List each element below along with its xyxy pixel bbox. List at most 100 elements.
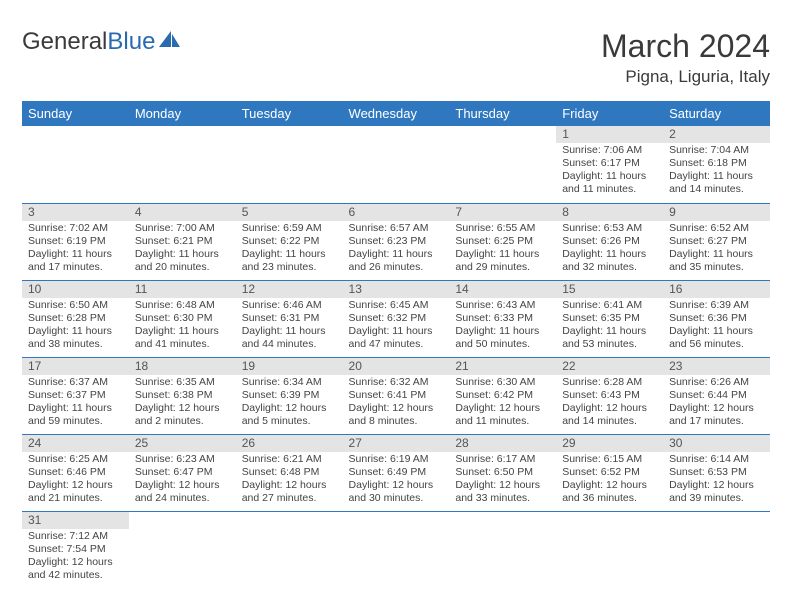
daylight: Daylight: 12 hours and 24 minutes. bbox=[135, 479, 230, 505]
sunrise: Sunrise: 7:06 AM bbox=[562, 144, 657, 157]
sunset: Sunset: 6:39 PM bbox=[242, 389, 337, 402]
day-number: 10 bbox=[22, 281, 129, 298]
weekday-header-row: Sunday Monday Tuesday Wednesday Thursday… bbox=[22, 101, 770, 126]
sunrise: Sunrise: 6:25 AM bbox=[28, 453, 123, 466]
sunset: Sunset: 6:53 PM bbox=[669, 466, 764, 479]
sunrise: Sunrise: 6:48 AM bbox=[135, 299, 230, 312]
sunset: Sunset: 6:43 PM bbox=[562, 389, 657, 402]
day-number: 1 bbox=[556, 126, 663, 143]
daylight: Daylight: 11 hours and 38 minutes. bbox=[28, 325, 123, 351]
sunrise: Sunrise: 6:37 AM bbox=[28, 376, 123, 389]
sunset: Sunset: 6:27 PM bbox=[669, 235, 764, 248]
calendar-day-cell bbox=[129, 511, 236, 588]
daylight: Daylight: 12 hours and 17 minutes. bbox=[669, 402, 764, 428]
day-number: 13 bbox=[343, 281, 450, 298]
calendar-day-cell: 5Sunrise: 6:59 AMSunset: 6:22 PMDaylight… bbox=[236, 203, 343, 280]
calendar-day-cell bbox=[556, 511, 663, 588]
calendar-day-cell: 24Sunrise: 6:25 AMSunset: 6:46 PMDayligh… bbox=[22, 434, 129, 511]
daylight: Daylight: 12 hours and 21 minutes. bbox=[28, 479, 123, 505]
day-details: Sunrise: 6:53 AMSunset: 6:26 PMDaylight:… bbox=[556, 221, 663, 276]
calendar-day-cell: 13Sunrise: 6:45 AMSunset: 6:32 PMDayligh… bbox=[343, 280, 450, 357]
calendar-day-cell bbox=[663, 511, 770, 588]
day-number: 29 bbox=[556, 435, 663, 452]
day-details: Sunrise: 7:02 AMSunset: 6:19 PMDaylight:… bbox=[22, 221, 129, 276]
day-details: Sunrise: 6:26 AMSunset: 6:44 PMDaylight:… bbox=[663, 375, 770, 430]
weekday-header: Tuesday bbox=[236, 101, 343, 126]
day-details: Sunrise: 6:14 AMSunset: 6:53 PMDaylight:… bbox=[663, 452, 770, 507]
calendar-day-cell: 16Sunrise: 6:39 AMSunset: 6:36 PMDayligh… bbox=[663, 280, 770, 357]
sunrise: Sunrise: 6:43 AM bbox=[455, 299, 550, 312]
day-details: Sunrise: 6:21 AMSunset: 6:48 PMDaylight:… bbox=[236, 452, 343, 507]
daylight: Daylight: 11 hours and 17 minutes. bbox=[28, 248, 123, 274]
sunrise: Sunrise: 6:19 AM bbox=[349, 453, 444, 466]
sunset: Sunset: 6:47 PM bbox=[135, 466, 230, 479]
title-block: March 2024 Pigna, Liguria, Italy bbox=[601, 28, 770, 87]
calendar-day-cell: 1Sunrise: 7:06 AMSunset: 6:17 PMDaylight… bbox=[556, 126, 663, 203]
daylight: Daylight: 11 hours and 47 minutes. bbox=[349, 325, 444, 351]
daylight: Daylight: 11 hours and 53 minutes. bbox=[562, 325, 657, 351]
calendar-day-cell bbox=[236, 511, 343, 588]
calendar-day-cell: 29Sunrise: 6:15 AMSunset: 6:52 PMDayligh… bbox=[556, 434, 663, 511]
day-number: 24 bbox=[22, 435, 129, 452]
sunset: Sunset: 6:25 PM bbox=[455, 235, 550, 248]
daylight: Daylight: 12 hours and 42 minutes. bbox=[28, 556, 123, 582]
daylight: Daylight: 11 hours and 56 minutes. bbox=[669, 325, 764, 351]
sunrise: Sunrise: 6:45 AM bbox=[349, 299, 444, 312]
calendar-week-row: 31Sunrise: 7:12 AMSunset: 7:54 PMDayligh… bbox=[22, 511, 770, 588]
calendar-day-cell: 18Sunrise: 6:35 AMSunset: 6:38 PMDayligh… bbox=[129, 357, 236, 434]
day-number: 18 bbox=[129, 358, 236, 375]
calendar-day-cell: 9Sunrise: 6:52 AMSunset: 6:27 PMDaylight… bbox=[663, 203, 770, 280]
daylight: Daylight: 11 hours and 50 minutes. bbox=[455, 325, 550, 351]
calendar-day-cell: 6Sunrise: 6:57 AMSunset: 6:23 PMDaylight… bbox=[343, 203, 450, 280]
sunrise: Sunrise: 6:34 AM bbox=[242, 376, 337, 389]
day-details: Sunrise: 6:37 AMSunset: 6:37 PMDaylight:… bbox=[22, 375, 129, 430]
calendar-day-cell: 30Sunrise: 6:14 AMSunset: 6:53 PMDayligh… bbox=[663, 434, 770, 511]
daylight: Daylight: 12 hours and 8 minutes. bbox=[349, 402, 444, 428]
calendar-day-cell: 2Sunrise: 7:04 AMSunset: 6:18 PMDaylight… bbox=[663, 126, 770, 203]
sunset: Sunset: 6:30 PM bbox=[135, 312, 230, 325]
sunset: Sunset: 6:21 PM bbox=[135, 235, 230, 248]
calendar-day-cell: 19Sunrise: 6:34 AMSunset: 6:39 PMDayligh… bbox=[236, 357, 343, 434]
calendar-day-cell: 12Sunrise: 6:46 AMSunset: 6:31 PMDayligh… bbox=[236, 280, 343, 357]
day-number: 14 bbox=[449, 281, 556, 298]
day-number: 20 bbox=[343, 358, 450, 375]
calendar-day-cell: 25Sunrise: 6:23 AMSunset: 6:47 PMDayligh… bbox=[129, 434, 236, 511]
logo-text-1: General bbox=[22, 28, 107, 56]
daylight: Daylight: 11 hours and 44 minutes. bbox=[242, 325, 337, 351]
day-number: 15 bbox=[556, 281, 663, 298]
day-details: Sunrise: 6:59 AMSunset: 6:22 PMDaylight:… bbox=[236, 221, 343, 276]
calendar-day-cell bbox=[343, 511, 450, 588]
sunrise: Sunrise: 6:39 AM bbox=[669, 299, 764, 312]
sunset: Sunset: 6:37 PM bbox=[28, 389, 123, 402]
daylight: Daylight: 12 hours and 2 minutes. bbox=[135, 402, 230, 428]
daylight: Daylight: 11 hours and 59 minutes. bbox=[28, 402, 123, 428]
day-number: 21 bbox=[449, 358, 556, 375]
sunset: Sunset: 6:42 PM bbox=[455, 389, 550, 402]
day-details: Sunrise: 6:19 AMSunset: 6:49 PMDaylight:… bbox=[343, 452, 450, 507]
calendar-day-cell: 4Sunrise: 7:00 AMSunset: 6:21 PMDaylight… bbox=[129, 203, 236, 280]
day-number: 7 bbox=[449, 204, 556, 221]
sunset: Sunset: 6:22 PM bbox=[242, 235, 337, 248]
day-details: Sunrise: 7:04 AMSunset: 6:18 PMDaylight:… bbox=[663, 143, 770, 198]
day-details: Sunrise: 6:50 AMSunset: 6:28 PMDaylight:… bbox=[22, 298, 129, 353]
daylight: Daylight: 12 hours and 33 minutes. bbox=[455, 479, 550, 505]
sunrise: Sunrise: 6:26 AM bbox=[669, 376, 764, 389]
day-details: Sunrise: 6:41 AMSunset: 6:35 PMDaylight:… bbox=[556, 298, 663, 353]
sunset: Sunset: 6:41 PM bbox=[349, 389, 444, 402]
sunrise: Sunrise: 7:12 AM bbox=[28, 530, 123, 543]
day-number: 3 bbox=[22, 204, 129, 221]
sunset: Sunset: 6:18 PM bbox=[669, 157, 764, 170]
calendar-week-row: 17Sunrise: 6:37 AMSunset: 6:37 PMDayligh… bbox=[22, 357, 770, 434]
day-details: Sunrise: 6:34 AMSunset: 6:39 PMDaylight:… bbox=[236, 375, 343, 430]
day-details: Sunrise: 7:00 AMSunset: 6:21 PMDaylight:… bbox=[129, 221, 236, 276]
calendar-day-cell: 22Sunrise: 6:28 AMSunset: 6:43 PMDayligh… bbox=[556, 357, 663, 434]
day-details: Sunrise: 6:46 AMSunset: 6:31 PMDaylight:… bbox=[236, 298, 343, 353]
calendar-day-cell: 31Sunrise: 7:12 AMSunset: 7:54 PMDayligh… bbox=[22, 511, 129, 588]
day-number: 4 bbox=[129, 204, 236, 221]
header: GeneralBlue March 2024 Pigna, Liguria, I… bbox=[22, 28, 770, 87]
weekday-header: Sunday bbox=[22, 101, 129, 126]
sunrise: Sunrise: 6:46 AM bbox=[242, 299, 337, 312]
day-details: Sunrise: 6:28 AMSunset: 6:43 PMDaylight:… bbox=[556, 375, 663, 430]
daylight: Daylight: 12 hours and 27 minutes. bbox=[242, 479, 337, 505]
day-number: 26 bbox=[236, 435, 343, 452]
